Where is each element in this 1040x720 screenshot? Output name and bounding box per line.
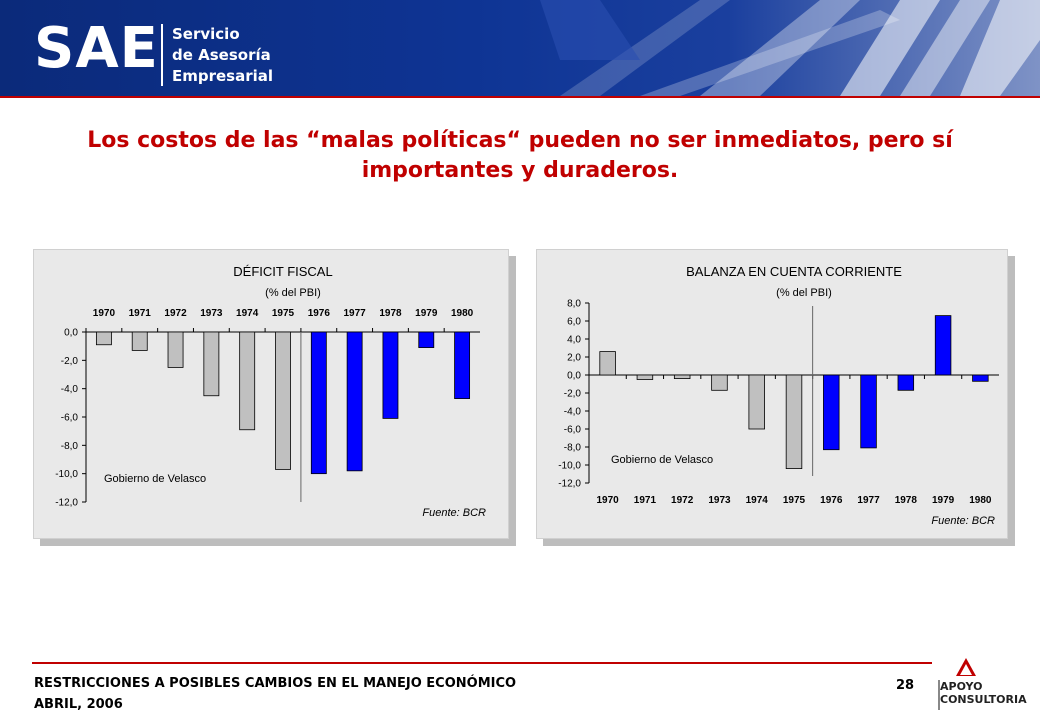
bar-1978 [382, 331, 399, 419]
y-tick-label: -12,0 [558, 479, 581, 490]
category-label-1977: 1977 [857, 495, 880, 506]
bar-1970 [599, 351, 616, 376]
bar-1974 [748, 374, 765, 430]
category-label-1975: 1975 [272, 308, 295, 319]
y-tick-label: -4,0 [564, 407, 582, 418]
bar-1971 [131, 331, 148, 351]
bar-1973 [711, 374, 728, 391]
category-label-1979: 1979 [932, 495, 955, 506]
category-label-1977: 1977 [344, 308, 367, 319]
footer-divider-line [32, 662, 932, 664]
current-account-chart: BALANZA EN CUENTA CORRIENTE (% del PBI) 8,… [558, 264, 999, 527]
bar-1972 [673, 374, 691, 379]
logo-subtitle-line: Servicio [172, 25, 240, 43]
category-label-1980: 1980 [969, 495, 992, 506]
y-tick-label: -6,0 [564, 425, 582, 436]
y-tick-label: -6,0 [61, 413, 79, 424]
bar-1975 [785, 374, 803, 469]
category-label-1978: 1978 [379, 308, 402, 319]
apoyo-brand-line: APOYO [940, 680, 983, 693]
category-label-1970: 1970 [597, 495, 620, 506]
y-tick-label: -12,0 [55, 498, 78, 509]
page-number: 28 [896, 678, 915, 693]
category-label-1972: 1972 [671, 495, 694, 506]
category-label-1980: 1980 [451, 308, 474, 319]
header-banner: SAE Servicio de Asesoría Empresarial [0, 0, 1040, 96]
logo-subtitle-line: de Asesoría [172, 46, 271, 64]
y-tick-label: 4,0 [567, 335, 581, 346]
y-tick-label: -2,0 [564, 389, 582, 400]
chart-subtitle: (% del PBI) [776, 287, 832, 299]
bar-1977 [346, 331, 363, 472]
fiscal-deficit-chart: DÉFICIT FISCAL (% del PBI) 0,0 -2,0 -4,0 -6,0… [55, 264, 486, 519]
fiscal-deficit-chart-panel: DÉFICIT FISCAL (% del PBI) 0,0 -2,0 -4,0 -6,0… [33, 249, 509, 539]
y-tick-label: 6,0 [567, 317, 581, 328]
banner-divider-line [0, 96, 1040, 98]
bar-1972 [167, 331, 184, 368]
chart-subtitle: (% del PBI) [265, 287, 321, 299]
chart-source: Fuente: BCR [931, 515, 995, 527]
logo-divider [161, 24, 163, 86]
y-tick-label: 8,0 [567, 299, 581, 310]
y-tick-label: 2,0 [567, 353, 581, 364]
bar-1973 [203, 331, 220, 397]
y-tick-label: -10,0 [558, 461, 581, 472]
y-tick-label: -8,0 [564, 443, 582, 454]
velasco-annotation: Gobierno de Velasco [611, 454, 713, 466]
bar-1977 [860, 374, 877, 449]
bar-1975 [275, 331, 291, 470]
apoyo-brand-line: CONSULTORIA [940, 693, 1027, 706]
footer-presentation-title: RESTRICCIONES A POSIBLES CAMBIOS EN EL M… [34, 676, 517, 691]
y-tick-label: -4,0 [61, 384, 79, 395]
category-label-1973: 1973 [200, 308, 223, 319]
category-label-1974: 1974 [746, 495, 769, 506]
y-tick-label: -8,0 [61, 441, 79, 452]
velasco-annotation: Gobierno de Velasco [104, 473, 206, 485]
logo-subtitle: Servicio de Asesoría Empresarial [172, 24, 273, 87]
bar-1980 [454, 331, 471, 399]
bar-1976 [310, 331, 327, 475]
chart-title: BALANZA EN CUENTA CORRIENTE [686, 264, 902, 279]
category-label-1974: 1974 [236, 308, 259, 319]
bar-1970 [95, 331, 112, 346]
category-label-1971: 1971 [634, 495, 657, 506]
footer-text: RESTRICCIONES A POSIBLES CAMBIOS EN EL M… [34, 673, 516, 715]
category-label-1976: 1976 [308, 308, 331, 319]
category-label-1972: 1972 [164, 308, 187, 319]
category-label-1978: 1978 [895, 495, 918, 506]
bar-1980 [972, 374, 989, 382]
logo-subtitle-line: Empresarial [172, 67, 274, 85]
chart-source: Fuente: BCR [422, 507, 486, 519]
y-tick-label: 0,0 [567, 371, 581, 382]
y-tick-label: -2,0 [61, 356, 79, 367]
category-label-1975: 1975 [783, 495, 806, 506]
current-account-chart-panel: BALANZA EN CUENTA CORRIENTE (% del PBI) 8,… [536, 249, 1008, 539]
apoyo-brand-text: APOYO CONSULTORIA [940, 680, 1027, 706]
apoyo-logo-icon [938, 658, 976, 710]
y-tick-label: 0,0 [64, 328, 78, 339]
category-label-1971: 1971 [129, 308, 152, 319]
category-label-1976: 1976 [820, 495, 843, 506]
category-label-1970: 1970 [93, 308, 116, 319]
bar-1976 [823, 374, 840, 451]
bar-1979 [934, 315, 952, 376]
bar-1978 [897, 374, 915, 391]
bar-1979 [418, 331, 435, 348]
bar-1971 [636, 374, 654, 380]
banner-rays-graphic [540, 0, 1040, 96]
category-label-1979: 1979 [415, 308, 438, 319]
bar-1974 [239, 331, 256, 431]
category-label-1973: 1973 [708, 495, 731, 506]
chart-title: DÉFICIT FISCAL [233, 264, 332, 279]
footer-date: ABRIL, 2006 [34, 697, 123, 712]
y-tick-label: -10,0 [55, 469, 78, 480]
sae-logo: SAE [34, 16, 159, 81]
page-title: Los costos de las “malas políticas“ pued… [87, 128, 953, 183]
